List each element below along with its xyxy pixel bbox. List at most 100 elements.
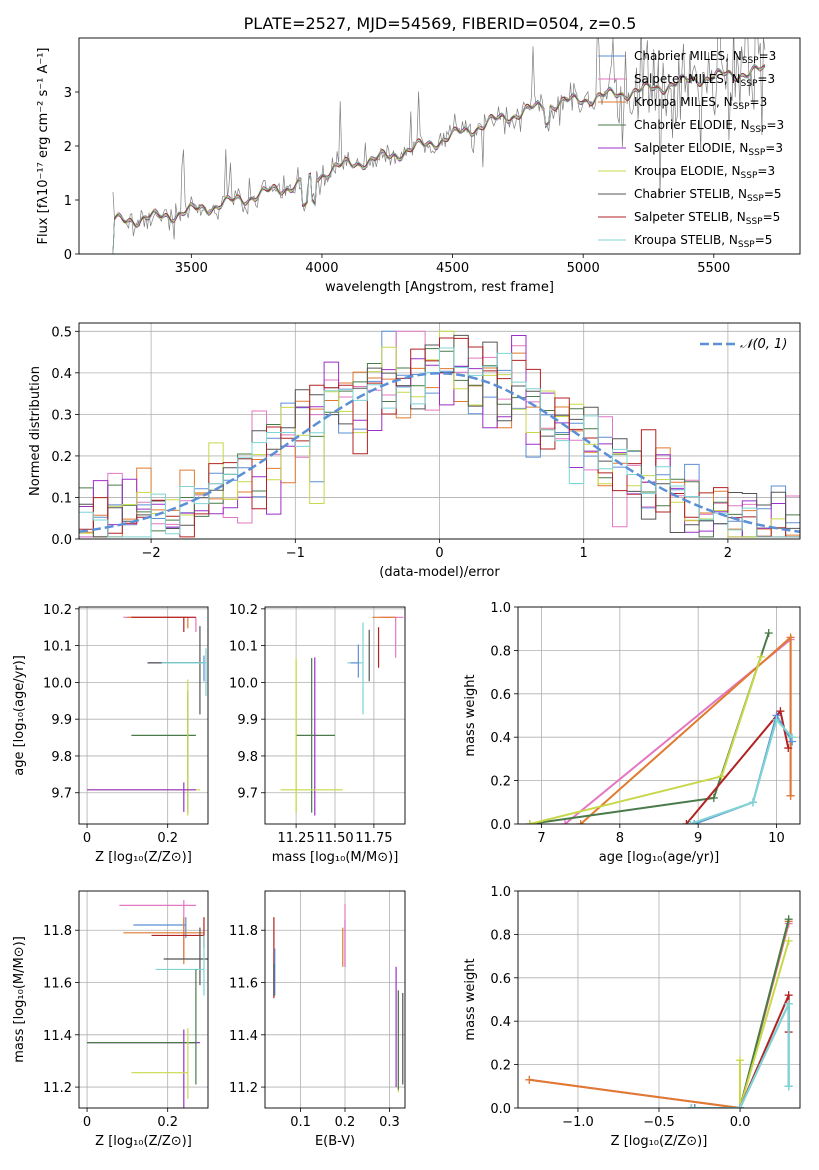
x-tick-label: 0.1 bbox=[290, 1115, 311, 1130]
x-tick-label: 9 bbox=[694, 831, 702, 846]
legend-entry: Salpeter MILES, NSSP=3 bbox=[634, 72, 775, 89]
y-tick-label: 0.0 bbox=[490, 1102, 511, 1117]
ticks: −1.0 −0.5 0.0 0.0 0.2 0.4 0.6 0.8 1.0 bbox=[490, 885, 750, 1130]
x-tick-label: 0 bbox=[83, 1115, 91, 1130]
x-tick-label: 11.25 bbox=[278, 831, 315, 846]
x-tick-label: −1 bbox=[286, 546, 305, 561]
axes-frame bbox=[264, 890, 406, 1109]
histogram-lines bbox=[79, 330, 800, 538]
x-tick-label: 2 bbox=[724, 546, 732, 561]
legend-entry: Chabrier STELIB, NSSP=5 bbox=[634, 187, 782, 204]
x-tick-label: 3500 bbox=[175, 261, 208, 276]
y-tick-label: 11.6 bbox=[229, 977, 258, 992]
x-tick-label: 4000 bbox=[305, 261, 338, 276]
y-axis-label: Flux [fλ10⁻¹⁷ erg cm⁻² s⁻¹ A⁻¹] bbox=[36, 48, 51, 245]
y-tick-label: 11.2 bbox=[229, 1081, 258, 1096]
y-tick-label: 0.8 bbox=[490, 928, 511, 943]
axes-frame bbox=[78, 37, 801, 255]
x-tick-label: 8 bbox=[616, 831, 624, 846]
weight-lines bbox=[525, 629, 797, 824]
mass-weight-vs-age-panel: 7 8 9 10 0.0 0.2 0.4 0.6 0.8 1.0 age [log₁₀(age/yr… bbox=[463, 601, 801, 865]
x-tick-label: 5000 bbox=[567, 261, 600, 276]
legend-entry: Salpeter STELIB, NSSP=5 bbox=[634, 210, 780, 227]
model-spectrum-line bbox=[112, 65, 766, 254]
y-tick-label: 9.8 bbox=[51, 750, 72, 765]
grid bbox=[79, 607, 208, 824]
y-tick-label: 10.0 bbox=[43, 676, 72, 691]
y-axis-label: age [log₁₀(age/yr)] bbox=[12, 655, 27, 776]
y-tick-label: 9.9 bbox=[51, 713, 72, 728]
y-tick-label: 0.4 bbox=[490, 731, 511, 746]
x-axis-label: Z [log₁₀(Z/Z⊙)] bbox=[95, 1134, 192, 1149]
y-tick-label: 0.4 bbox=[490, 1015, 511, 1030]
y-tick-label: 0.6 bbox=[490, 688, 511, 703]
x-tick-label: −0.5 bbox=[643, 1115, 675, 1130]
error-bars bbox=[87, 900, 208, 1108]
x-tick-label: 4500 bbox=[436, 261, 469, 276]
x-tick-label: 5500 bbox=[697, 261, 730, 276]
axes-frame bbox=[78, 606, 209, 825]
y-tick-label: 0.8 bbox=[490, 644, 511, 659]
weight-series-line bbox=[691, 1003, 790, 1108]
y-tick-label: 0.1 bbox=[51, 491, 72, 506]
x-axis-label: mass [log₁₀(M/M⊙)] bbox=[272, 850, 399, 865]
panels: 3500 4000 4500 5000 5500 0 1 2 3 wavelength [Angs… bbox=[12, 37, 801, 1149]
y-tick-label: 11.4 bbox=[43, 1029, 72, 1044]
age-vs-mass-panel: 11.25 11.50 11.75 9.7 9.8 9.9 10.0 10.1 10.2 mass… bbox=[229, 603, 406, 865]
y-tick-label: 9.7 bbox=[237, 787, 258, 802]
y-tick-label: 0.2 bbox=[51, 450, 72, 465]
y-tick-label: 0.0 bbox=[490, 818, 511, 833]
weight-series-line bbox=[689, 717, 793, 824]
error-bars bbox=[280, 616, 404, 816]
y-tick-label: 10.2 bbox=[43, 603, 72, 618]
ticks: 0 0.2 9.7 9.8 9.9 10.0 10.1 10.2 bbox=[43, 603, 178, 846]
y-tick-label: 11.4 bbox=[229, 1029, 258, 1044]
x-tick-label: 0.3 bbox=[379, 1115, 400, 1130]
y-tick-label: 10.0 bbox=[229, 676, 258, 691]
mass-vs-ebv-panel: 0.1 0.2 0.3 11.2 11.4 11.6 11.8 E(B-V) bbox=[229, 890, 406, 1149]
x-tick-label: 0.2 bbox=[335, 1115, 356, 1130]
mass-vs-Z-panel: 0 0.2 11.2 11.4 11.6 11.8 Z [log₁₀(Z/Z⊙)] mass … bbox=[12, 890, 209, 1149]
residuals-panel: −2 −1 0 1 2 0.0 0.1 0.2 0.3 0.4 0.5 (data-model)/er… bbox=[28, 322, 801, 580]
grid bbox=[265, 607, 405, 824]
x-tick-label: 11.75 bbox=[355, 831, 392, 846]
axes-frame bbox=[264, 606, 406, 825]
y-tick-label: 2 bbox=[64, 140, 72, 155]
legend-entry: Kroupa ELODIE, NSSP=3 bbox=[634, 164, 775, 181]
x-axis-label: (data-model)/error bbox=[379, 565, 500, 580]
legend-entry: Kroupa STELIB, NSSP=5 bbox=[634, 233, 772, 250]
error-bars bbox=[87, 616, 207, 816]
y-tick-label: 11.2 bbox=[43, 1081, 72, 1096]
x-axis-label: Z [log₁₀(Z/Z⊙)] bbox=[611, 1134, 708, 1149]
y-axis-label: mass [log₁₀(M/M⊙)] bbox=[12, 936, 27, 1063]
legend-entry: Chabrier ELODIE, NSSP=3 bbox=[634, 118, 784, 135]
x-tick-label: 0.2 bbox=[157, 1115, 178, 1130]
x-tick-label: −1.0 bbox=[562, 1115, 594, 1130]
ticks: 3500 4000 4500 5000 5500 0 1 2 3 bbox=[64, 86, 731, 276]
mass-weight-vs-Z-panel: −1.0 −0.5 0.0 0.0 0.2 0.4 0.6 0.8 1.0 Z [log₁₀(Z/… bbox=[463, 885, 801, 1149]
y-tick-label: 11.8 bbox=[43, 924, 72, 939]
y-axis-label: mass weight bbox=[463, 674, 478, 756]
model-spectrum-line bbox=[112, 64, 766, 254]
y-tick-label: 10.1 bbox=[43, 640, 72, 655]
normal-curve bbox=[79, 372, 800, 533]
ticks: 0 0.2 11.2 11.4 11.6 11.8 bbox=[43, 924, 178, 1130]
y-tick-label: 10.2 bbox=[229, 603, 258, 618]
y-axis-label: Normed distribution bbox=[28, 366, 43, 496]
y-axis-label: mass weight bbox=[463, 958, 478, 1040]
spectrum-lines bbox=[112, 38, 766, 254]
y-tick-label: 10.1 bbox=[229, 640, 258, 655]
age-vs-Z-panel: 0 0.2 9.7 9.8 9.9 10.0 10.1 10.2 Z [log₁₀(Z/Z⊙)]… bbox=[12, 603, 209, 865]
x-tick-label: 0.0 bbox=[730, 1115, 751, 1130]
x-tick-label: 0 bbox=[435, 546, 443, 561]
x-axis-label: E(B-V) bbox=[315, 1134, 355, 1149]
weight-series-line bbox=[691, 918, 790, 1108]
spectrum-panel: 3500 4000 4500 5000 5500 0 1 2 3 wavelength [Angs… bbox=[36, 37, 801, 295]
y-tick-label: 11.8 bbox=[229, 924, 258, 939]
x-tick-label: 1 bbox=[580, 546, 588, 561]
error-bars bbox=[273, 904, 404, 1093]
legend-entry: 𝒩(0, 1) bbox=[740, 337, 787, 352]
x-tick-label: 0.2 bbox=[157, 831, 178, 846]
legend-entry: Salpeter ELODIE, NSSP=3 bbox=[634, 141, 783, 158]
